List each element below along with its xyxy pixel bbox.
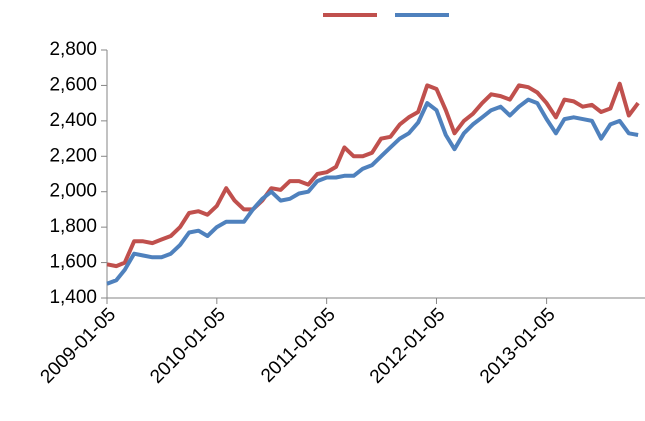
series-line bbox=[106, 81, 640, 269]
x-tick-label: 2012-01-05 bbox=[366, 304, 450, 388]
series-line bbox=[106, 97, 639, 286]
x-tick-label: 2009-01-05 bbox=[36, 304, 120, 388]
x-tick-label: 2013-01-05 bbox=[476, 304, 560, 388]
y-tick-label: 1,800 bbox=[49, 216, 97, 237]
y-tick-label: 2,400 bbox=[49, 110, 97, 131]
y-tick-label: 2,000 bbox=[49, 181, 97, 202]
y-tick-label: 2,800 bbox=[49, 39, 97, 60]
y-tick-label: 2,600 bbox=[49, 74, 97, 95]
y-tick-label: 1,600 bbox=[49, 252, 97, 273]
x-tick-label: 2010-01-05 bbox=[146, 304, 230, 388]
y-tick-label: 1,400 bbox=[49, 287, 97, 308]
y-tick-label: 2,200 bbox=[49, 145, 97, 166]
x-tick-label: 2011-01-05 bbox=[257, 304, 340, 387]
